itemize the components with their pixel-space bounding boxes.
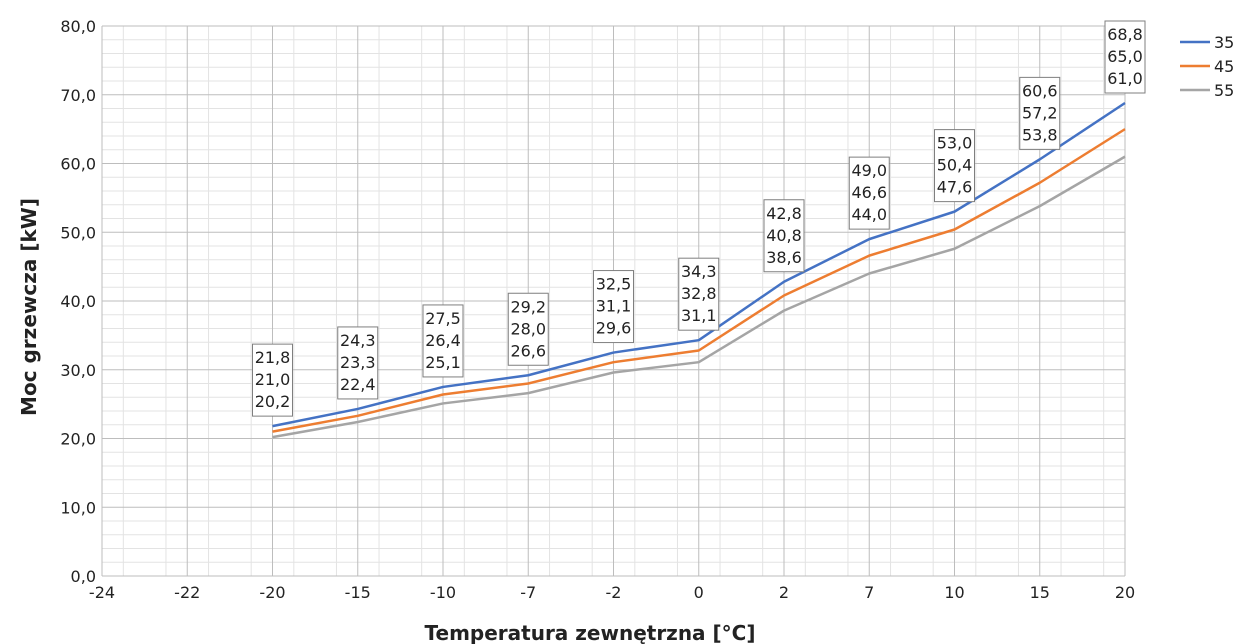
data-label-frame	[934, 129, 975, 203]
data-label: 61,0	[1107, 69, 1143, 88]
data-label-frame	[848, 156, 890, 230]
data-label: 24,3	[340, 331, 376, 350]
data-label: 29,6	[596, 319, 632, 338]
data-label: 53,8	[1022, 125, 1058, 144]
y-tick-label: 0,0	[71, 567, 96, 586]
data-label-box: 53,0 50,4 47,6	[934, 129, 975, 203]
data-label-frame	[1104, 20, 1146, 94]
data-label: 21,8	[255, 348, 291, 367]
legend-label: 45	[1214, 57, 1234, 76]
data-label-frame	[337, 326, 379, 400]
legend-label: 35	[1214, 33, 1234, 52]
series-line-45	[272, 128, 1126, 433]
series-line-55	[272, 155, 1126, 439]
data-label: 38,6	[766, 248, 802, 267]
y-tick-label: 10,0	[60, 498, 96, 517]
x-tick-label: -7	[520, 583, 536, 602]
y-tick-label: 80,0	[60, 17, 96, 36]
x-axis-title: Temperatura zewnętrzna [°C]	[425, 621, 756, 644]
data-label: 44,0	[851, 205, 887, 224]
data-label: 26,4	[425, 331, 461, 350]
y-tick-label: 20,0	[60, 430, 96, 449]
data-label-box: 29,2 28,0 26,6	[507, 292, 549, 366]
data-label-box: 68,8 65,0 61,0	[1104, 20, 1146, 94]
data-label-frame	[252, 343, 293, 417]
x-tick-label: -24	[89, 583, 115, 602]
data-label-box: 21,8 21,0 20,2	[252, 343, 293, 417]
data-label: 60,6	[1022, 81, 1058, 100]
y-tick-label: 60,0	[60, 155, 96, 174]
x-axis-ticks: -24 -22 -20 -15 -10 -7 -2 0 2 7 10 15 20	[89, 583, 1135, 602]
x-tick-label: -10	[430, 583, 456, 602]
x-tick-label: 2	[779, 583, 789, 602]
y-tick-label: 30,0	[60, 361, 96, 380]
data-label: 25,1	[425, 353, 461, 372]
legend-label: 55	[1214, 81, 1234, 100]
y-tick-label: 40,0	[60, 292, 96, 311]
x-tick-label: 0	[694, 583, 704, 602]
data-label: 47,6	[937, 178, 973, 197]
data-label-frame	[593, 270, 634, 344]
data-label: 32,5	[596, 275, 632, 294]
x-tick-label: -22	[174, 583, 200, 602]
x-tick-label: 20	[1115, 583, 1135, 602]
data-label-box: 32,5 31,1 29,6	[593, 270, 634, 344]
legend-item: 45	[1180, 57, 1234, 76]
data-label-frame	[507, 292, 549, 366]
series-line-35	[272, 101, 1126, 428]
data-label: 22,4	[340, 375, 376, 394]
x-tick-label: 7	[864, 583, 874, 602]
data-label: 21,0	[255, 370, 291, 389]
x-tick-label: -15	[345, 583, 371, 602]
data-label: 31,1	[596, 297, 632, 316]
data-label: 57,2	[1022, 103, 1058, 122]
data-label: 34,3	[681, 262, 717, 281]
data-label-box: 34,3 32,8 31,1	[678, 257, 720, 331]
x-tick-label: 10	[944, 583, 964, 602]
x-tick-label: 15	[1030, 583, 1050, 602]
data-label-frame	[678, 257, 720, 331]
data-labels: 21,8 21,0 20,2 24,3 23,3 22,4 27,5 26,4 25,1 29,2…	[252, 20, 1146, 417]
x-tick-label: -2	[606, 583, 622, 602]
data-label-box: 49,0 46,6 44,0	[848, 156, 890, 230]
data-label: 26,6	[510, 341, 546, 360]
data-label-frame	[1019, 76, 1061, 150]
data-label: 23,3	[340, 353, 376, 372]
x-tick-label: -20	[259, 583, 285, 602]
y-tick-label: 50,0	[60, 223, 96, 242]
y-axis-ticks: 0,0 10,0 20,0 30,0 40,0 50,0 60,0 70,0 80,0	[60, 17, 96, 586]
data-label-box: 27,5 26,4 25,1	[422, 304, 464, 378]
legend-item: 55	[1180, 81, 1234, 100]
data-label-frame	[763, 199, 805, 273]
y-axis-title: Moc grzewcza [kW]	[17, 198, 41, 416]
data-label: 65,0	[1107, 47, 1143, 66]
data-label: 50,4	[937, 156, 973, 175]
y-tick-label: 70,0	[60, 86, 96, 105]
data-label: 42,8	[766, 204, 802, 223]
data-label: 40,8	[766, 226, 802, 245]
data-label: 32,8	[681, 284, 717, 303]
data-label: 27,5	[425, 309, 461, 328]
series-lines	[272, 101, 1126, 439]
data-label-box: 60,6 57,2 53,8	[1019, 76, 1061, 150]
data-label-box: 42,8 40,8 38,6	[763, 199, 805, 273]
data-label: 46,6	[851, 183, 887, 202]
data-label-box: 24,3 23,3 22,4	[337, 326, 379, 400]
data-label: 28,0	[510, 319, 546, 338]
data-label: 20,2	[255, 392, 291, 411]
data-label-frame	[422, 304, 464, 378]
data-label: 53,0	[937, 134, 973, 153]
data-label: 68,8	[1107, 25, 1143, 44]
data-label: 31,1	[681, 306, 717, 325]
data-label: 49,0	[851, 161, 887, 180]
legend-item: 35	[1180, 33, 1234, 52]
legend: 35 45 55	[1180, 33, 1234, 100]
data-label: 29,2	[510, 297, 546, 316]
